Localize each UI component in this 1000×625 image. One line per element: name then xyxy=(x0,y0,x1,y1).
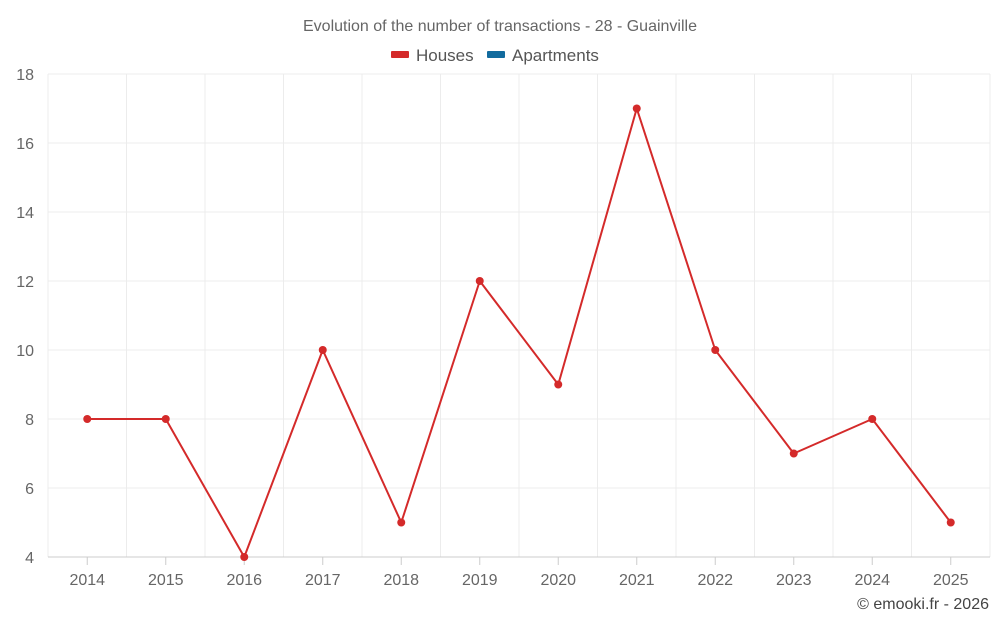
data-point-houses-2017[interactable] xyxy=(318,346,327,354)
y-tick-label-6: 6 xyxy=(25,481,34,498)
data-point-houses-2019[interactable] xyxy=(475,277,484,285)
credit-text: © emooki.fr - 2026 xyxy=(857,596,989,613)
y-tick-label-16: 16 xyxy=(16,136,34,153)
x-tick-label-2019: 2019 xyxy=(462,572,498,589)
y-tick-label-12: 12 xyxy=(16,274,34,291)
data-point-houses-2025[interactable] xyxy=(946,518,955,527)
x-tick-label-2020: 2020 xyxy=(540,572,576,589)
x-tick-label-2025: 2025 xyxy=(933,572,969,589)
series-line-houses xyxy=(87,107,952,558)
legend-swatch-houses xyxy=(391,51,409,58)
y-tick-label-14: 14 xyxy=(16,205,34,222)
x-tick-label-2024: 2024 xyxy=(854,572,890,589)
legend-label-apartments: Apartments xyxy=(512,46,599,65)
data-point-houses-2020[interactable] xyxy=(554,380,563,389)
legend-item-houses[interactable]: Houses xyxy=(391,46,474,65)
y-tick-label-4: 4 xyxy=(25,550,34,567)
data-point-houses-2024[interactable] xyxy=(868,415,877,423)
data-point-houses-2016[interactable] xyxy=(240,553,249,561)
x-tick-label-2017: 2017 xyxy=(305,572,341,589)
y-tick-label-10: 10 xyxy=(16,343,34,360)
legend-swatch-apartments xyxy=(487,51,505,58)
x-tick-label-2023: 2023 xyxy=(776,572,812,589)
data-point-houses-2021[interactable] xyxy=(632,104,641,113)
series-layer xyxy=(83,104,955,561)
x-tick-label-2016: 2016 xyxy=(226,572,262,589)
legend-label-houses: Houses xyxy=(416,46,474,65)
grid xyxy=(47,73,991,557)
legend: Houses Apartments xyxy=(391,46,599,65)
y-tick-label-8: 8 xyxy=(25,412,34,429)
x-tick-label-2022: 2022 xyxy=(697,572,733,589)
data-point-houses-2014[interactable] xyxy=(83,415,92,423)
data-point-houses-2022[interactable] xyxy=(711,346,720,354)
y-tick-label-18: 18 xyxy=(16,67,34,84)
x-tick-label-2018: 2018 xyxy=(383,572,419,589)
x-tick-label-2015: 2015 xyxy=(148,572,184,589)
data-point-houses-2023[interactable] xyxy=(789,449,798,458)
chart-title: Evolution of the number of transactions … xyxy=(303,18,697,35)
y-axis: 4 6 8 10 12 14 16 18 xyxy=(16,67,34,567)
legend-item-apartments[interactable]: Apartments xyxy=(487,46,599,65)
x-axis: 2014 2015 2016 2017 2018 2019 2020 2021 2022 2023… xyxy=(48,556,990,589)
x-tick-label-2014: 2014 xyxy=(69,572,105,589)
data-point-houses-2018[interactable] xyxy=(397,518,406,527)
data-point-houses-2015[interactable] xyxy=(161,415,170,423)
x-tick-label-2021: 2021 xyxy=(619,572,655,589)
